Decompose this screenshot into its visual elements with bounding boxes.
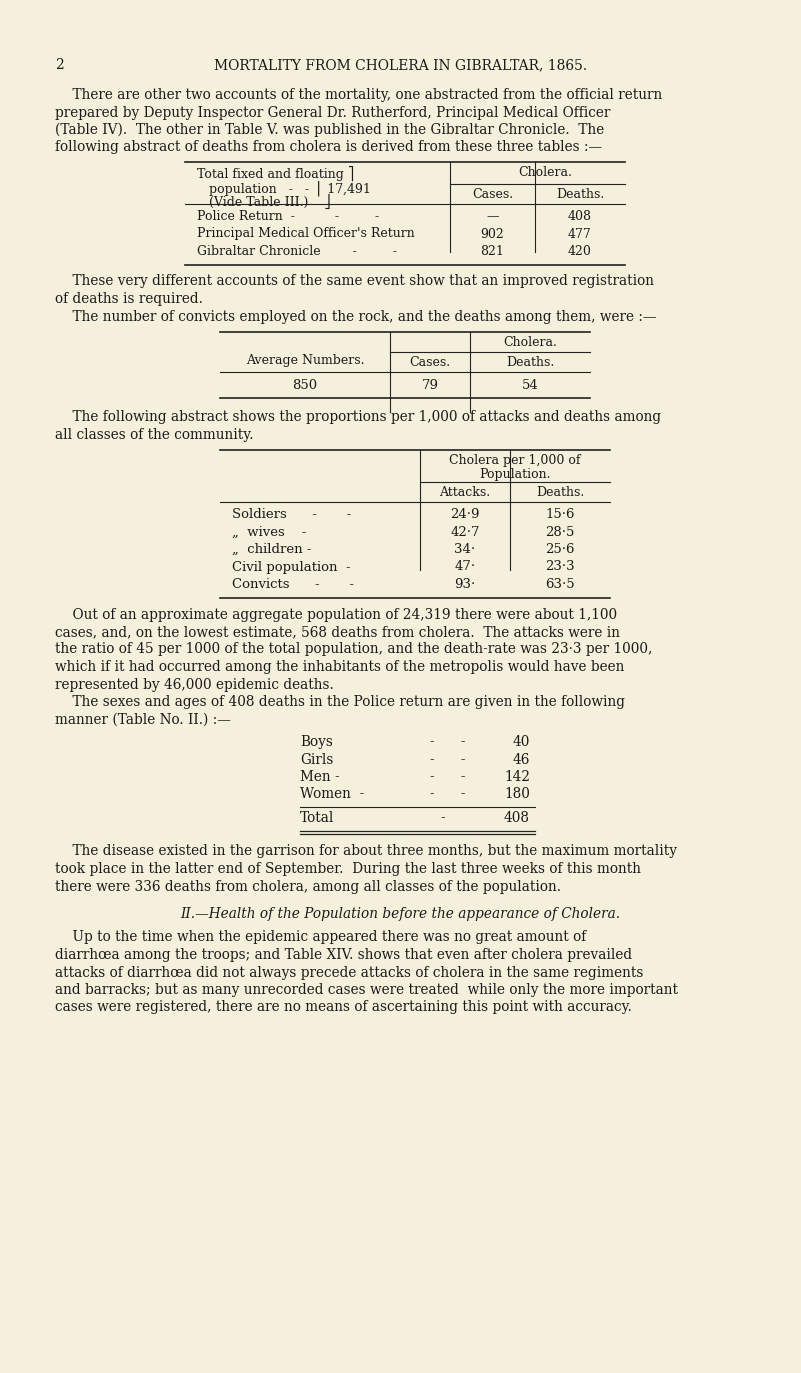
Text: Civil population  -: Civil population -	[232, 560, 351, 574]
Text: Cholera per 1,000 of: Cholera per 1,000 of	[449, 454, 581, 467]
Text: 420: 420	[568, 244, 592, 258]
Text: „  children -: „ children -	[232, 542, 312, 556]
Text: 902: 902	[481, 228, 505, 240]
Text: 47·: 47·	[454, 560, 476, 574]
Text: 821: 821	[481, 244, 505, 258]
Text: Principal Medical Officer's Return: Principal Medical Officer's Return	[197, 228, 415, 240]
Text: Out of an approximate aggregate population of 24,319 there were about 1,100: Out of an approximate aggregate populati…	[55, 607, 617, 622]
Text: took place in the latter end of September.  During the last three weeks of this : took place in the latter end of Septembe…	[55, 862, 641, 876]
Text: 180: 180	[504, 788, 530, 802]
Text: 54: 54	[521, 379, 538, 393]
Text: represented by 46,000 epidemic deaths.: represented by 46,000 epidemic deaths.	[55, 677, 334, 692]
Text: The number of convicts employed on the rock, and the deaths among them, were :—: The number of convicts employed on the r…	[55, 309, 657, 324]
Text: II.—Health of the Population before the appearance of Cholera.: II.—Health of the Population before the …	[180, 908, 621, 921]
Text: Population.: Population.	[479, 468, 551, 481]
Text: 142: 142	[504, 770, 530, 784]
Text: following abstract of deaths from cholera is derived from these three tables :—: following abstract of deaths from choler…	[55, 140, 602, 155]
Text: 408: 408	[504, 811, 530, 825]
Text: Soldiers      -       -: Soldiers - -	[232, 508, 352, 520]
Text: 24·9: 24·9	[450, 508, 480, 520]
Text: Cases.: Cases.	[472, 188, 513, 200]
Text: there were 336 deaths from cholera, among all classes of the population.: there were 336 deaths from cholera, amon…	[55, 880, 561, 894]
Text: 79: 79	[421, 379, 438, 393]
Text: and barracks; but as many unrecorded cases were treated  while only the more imp: and barracks; but as many unrecorded cas…	[55, 983, 678, 997]
Text: Police Return  -          -         -: Police Return - - -	[197, 210, 379, 222]
Text: Up to the time when the epidemic appeared there was no great amount of: Up to the time when the epidemic appeare…	[55, 931, 586, 945]
Text: cases were registered, there are no means of ascertaining this point with accura: cases were registered, there are no mean…	[55, 1001, 632, 1015]
Text: -      -: - -	[430, 735, 465, 750]
Text: all classes of the community.: all classes of the community.	[55, 427, 253, 442]
Text: population   -   -  ⎢ 17,491: population - - ⎢ 17,491	[197, 180, 371, 195]
Text: The sexes and ages of 408 deaths in the Police return are given in the following: The sexes and ages of 408 deaths in the …	[55, 695, 625, 708]
Text: 15·6: 15·6	[545, 508, 575, 520]
Text: MORTALITY FROM CHOLERA IN GIBRALTAR, 1865.: MORTALITY FROM CHOLERA IN GIBRALTAR, 186…	[214, 58, 587, 71]
Text: -      -: - -	[430, 752, 465, 766]
Text: Men -: Men -	[300, 770, 340, 784]
Text: 2: 2	[55, 58, 64, 71]
Text: Total fixed and floating ⎤: Total fixed and floating ⎤	[197, 166, 354, 181]
Text: (Table IV).  The other in Table V. was published in the Gibraltar Chronicle.  Th: (Table IV). The other in Table V. was pu…	[55, 124, 604, 137]
Text: Cholera.: Cholera.	[503, 336, 557, 349]
Text: 23·3: 23·3	[545, 560, 575, 574]
Text: Cases.: Cases.	[409, 356, 450, 369]
Text: which if it had occurred among the inhabitants of the metropolis would have been: which if it had occurred among the inhab…	[55, 660, 624, 674]
Text: 850: 850	[292, 379, 317, 393]
Text: -: -	[440, 811, 445, 825]
Text: Cholera.: Cholera.	[518, 166, 572, 178]
Text: The disease existed in the garrison for about three months, but the maximum mort: The disease existed in the garrison for …	[55, 844, 677, 858]
Text: manner (Table No. II.) :—: manner (Table No. II.) :—	[55, 713, 231, 726]
Text: „  wives    -: „ wives -	[232, 526, 306, 538]
Text: 477: 477	[568, 228, 592, 240]
Text: Total: Total	[300, 811, 334, 825]
Text: Girls: Girls	[300, 752, 333, 766]
Text: 28·5: 28·5	[545, 526, 574, 538]
Text: There are other two accounts of the mortality, one abstracted from the official : There are other two accounts of the mort…	[55, 88, 662, 102]
Text: 25·6: 25·6	[545, 542, 575, 556]
Text: Deaths.: Deaths.	[506, 356, 554, 369]
Text: (Vide Table III.)    ⎦: (Vide Table III.) ⎦	[197, 194, 331, 209]
Text: 93·: 93·	[454, 578, 476, 590]
Text: -      -: - -	[430, 770, 465, 784]
Text: Convicts      -       -: Convicts - -	[232, 578, 354, 590]
Text: —: —	[486, 210, 499, 222]
Text: Attacks.: Attacks.	[440, 486, 490, 498]
Text: Gibraltar Chronicle        -         -: Gibraltar Chronicle - -	[197, 244, 396, 258]
Text: Average Numbers.: Average Numbers.	[246, 354, 364, 367]
Text: -      -: - -	[430, 788, 465, 802]
Text: 63·5: 63·5	[545, 578, 575, 590]
Text: Deaths.: Deaths.	[556, 188, 604, 200]
Text: 34·: 34·	[454, 542, 476, 556]
Text: The following abstract shows the proportions per 1,000 of attacks and deaths amo: The following abstract shows the proport…	[55, 411, 661, 424]
Text: Deaths.: Deaths.	[536, 486, 584, 498]
Text: of deaths is required.: of deaths is required.	[55, 292, 203, 306]
Text: attacks of diarrhœa did not always precede attacks of cholera in the same regime: attacks of diarrhœa did not always prece…	[55, 965, 643, 979]
Text: prepared by Deputy Inspector General Dr. Rutherford, Principal Medical Officer: prepared by Deputy Inspector General Dr.…	[55, 106, 610, 119]
Text: 40: 40	[513, 735, 530, 750]
Text: cases, and, on the lowest estimate, 568 deaths from cholera.  The attacks were i: cases, and, on the lowest estimate, 568 …	[55, 625, 620, 638]
Text: Women  -: Women -	[300, 788, 364, 802]
Text: These very different accounts of the same event show that an improved registrati: These very different accounts of the sam…	[55, 275, 654, 288]
Text: the ratio of 45 per 1000 of the total population, and the death-rate was 23·3 pe: the ratio of 45 per 1000 of the total po…	[55, 643, 652, 656]
Text: 408: 408	[568, 210, 592, 222]
Text: 46: 46	[513, 752, 530, 766]
Text: diarrhœa among the troops; and Table XIV. shows that even after cholera prevaile: diarrhœa among the troops; and Table XIV…	[55, 947, 632, 962]
Text: 42·7: 42·7	[450, 526, 480, 538]
Text: Boys: Boys	[300, 735, 333, 750]
